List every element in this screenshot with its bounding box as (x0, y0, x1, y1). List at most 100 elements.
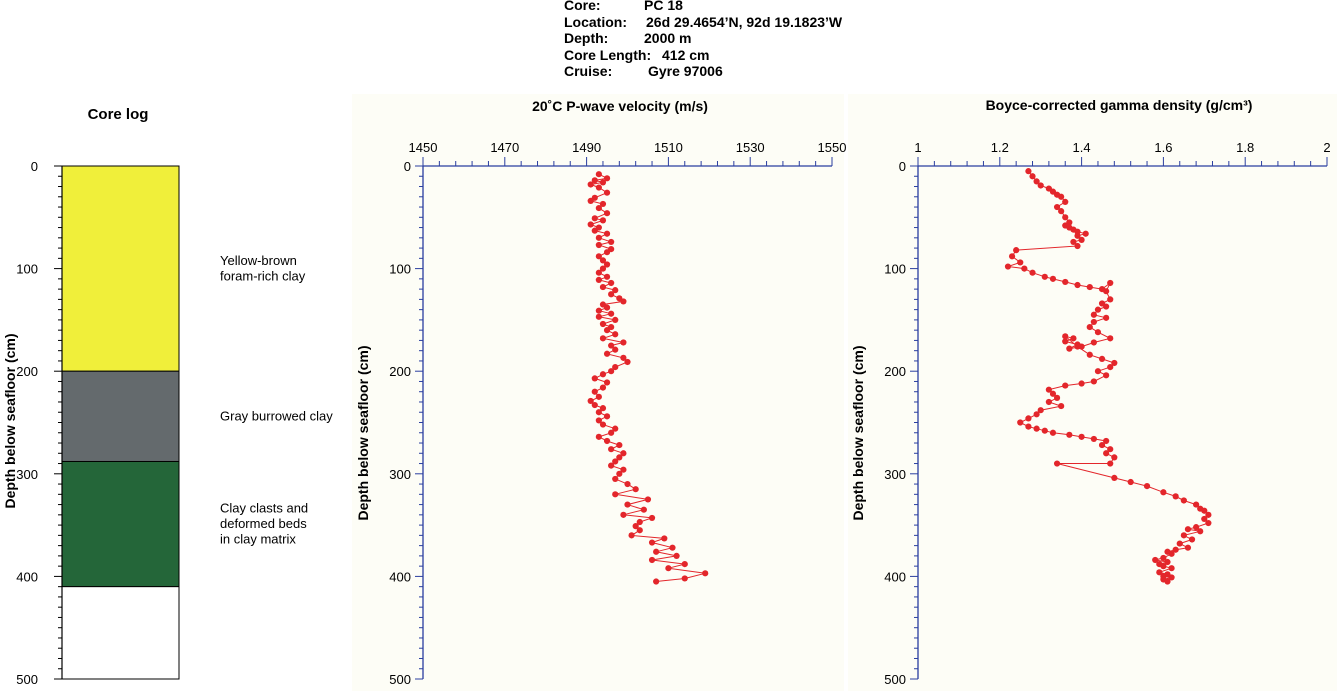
density-data-point (1168, 550, 1175, 557)
density-data-point (1160, 554, 1167, 562)
density-data-point (1107, 446, 1114, 453)
density-data-point (1025, 168, 1032, 175)
core-metadata: Core: PC 18 Location: 26d 29.4654’N, 92d 1… (564, 0, 842, 80)
velocity-data-point (591, 375, 598, 382)
density-data-point (1107, 296, 1114, 303)
cruise-value: Gyre 97006 (648, 63, 723, 79)
velocity-data-point (603, 273, 611, 280)
velocity-data-point (653, 548, 660, 555)
core-unit-label: Gray burrowed clay (220, 408, 333, 423)
velocity-data-point (595, 234, 602, 241)
density-data-point (1098, 441, 1106, 449)
density-axes: 1 1.2 1.4 1.6 1.8 2 0 100 200 300 400 500 (884, 140, 1330, 687)
depth-value: 2000 m (644, 30, 692, 46)
core-log-tick-label: 300 (16, 467, 38, 482)
core-unit-2 (61, 460, 180, 588)
velocity-data-point (624, 358, 631, 366)
core-unit-1 (61, 370, 180, 462)
density-x-tick-label: 1.2 (991, 140, 1009, 155)
velocity-data-point (681, 575, 688, 582)
density-data-point (1168, 565, 1175, 572)
location-label: Location: (564, 13, 627, 30)
density-data-point (1107, 460, 1114, 467)
velocity-data-point (636, 518, 643, 526)
density-data-point (1193, 524, 1200, 531)
density-data-point (1078, 433, 1085, 440)
density-data-point (1094, 368, 1102, 375)
velocity-data-point (648, 514, 656, 522)
density-x-tick-label: 1.8 (1236, 140, 1254, 155)
velocity-data-point (620, 466, 627, 473)
density-data-point (1090, 311, 1097, 318)
density-data-point (1058, 208, 1065, 215)
density-data-point (1029, 173, 1036, 180)
density-data-point (1017, 419, 1024, 426)
velocity-data-point (603, 249, 611, 256)
depth-label: Depth: (564, 30, 609, 46)
velocity-data-point (595, 204, 602, 212)
velocity-data-point (612, 475, 619, 483)
velocity-data-point (608, 342, 615, 349)
density-data-point (1103, 437, 1110, 445)
core-length-label: Core Length: (564, 46, 652, 63)
velocity-y-tick-label: 200 (389, 364, 411, 379)
density-data-point (1058, 193, 1065, 200)
velocity-data-point (702, 570, 709, 577)
density-data-point (1062, 214, 1069, 221)
density-data-point (1193, 501, 1200, 508)
velocity-data-point (591, 227, 598, 234)
velocity-y-tick-label: 300 (389, 467, 411, 482)
velocity-data-point (595, 241, 602, 249)
density-data-point (1094, 306, 1102, 313)
density-data-point (1049, 429, 1057, 436)
core-log-units (61, 165, 180, 680)
density-data-point (1103, 372, 1110, 379)
velocity-data-point (624, 501, 631, 508)
velocity-y-axis-label: Depth below seafloor (cm) (355, 345, 371, 520)
density-data-point (1082, 230, 1089, 237)
velocity-data-point (603, 304, 611, 311)
density-data-point (1090, 378, 1097, 385)
core-unit-label: in clay matrix (220, 532, 296, 547)
velocity-data-point (632, 523, 639, 530)
velocity-data-point (608, 238, 615, 246)
velocity-data-point (612, 331, 619, 338)
density-data-point (1111, 359, 1118, 367)
velocity-data-point (608, 310, 615, 317)
density-data-point (1103, 303, 1110, 310)
velocity-data-point (616, 470, 623, 477)
core-unit-label: deformed beds (220, 516, 307, 531)
density-data-point (1066, 431, 1073, 438)
velocity-x-tick-label: 1490 (572, 140, 601, 155)
density-data-point (1201, 507, 1208, 514)
core-log-tick-label: 0 (31, 159, 38, 174)
cruise-label: Cruise: (564, 63, 613, 79)
density-data-point (1033, 178, 1040, 185)
velocity-data-point (616, 454, 623, 461)
velocity-data-point (616, 441, 623, 449)
density-data-point (1074, 343, 1081, 350)
velocity-data-point (640, 506, 647, 513)
velocity-data-point (648, 556, 656, 564)
density-y-tick-label: 400 (884, 569, 906, 584)
velocity-data-point (603, 379, 611, 386)
density-data-point (1062, 382, 1069, 389)
density-data-point (1062, 338, 1069, 345)
velocity-data-point (599, 200, 607, 208)
velocity-data-point (591, 177, 598, 184)
density-data-point (1127, 478, 1134, 486)
velocity-data-point (595, 276, 602, 283)
density-x-tick-label: 1.4 (1073, 140, 1091, 155)
density-data-point (1025, 423, 1032, 430)
density-panel: Boyce-corrected gamma density (g/cm³) De… (848, 94, 1337, 691)
core-log-y-axis-label: Depth below seafloor (cm) (2, 333, 18, 508)
density-data-point (1164, 578, 1171, 585)
density-data-point (1074, 281, 1081, 289)
velocity-data-point (632, 486, 639, 493)
velocity-data-point (587, 197, 594, 204)
velocity-data-point (653, 578, 660, 585)
density-data-point (1103, 314, 1110, 321)
density-data-point (1037, 182, 1044, 189)
